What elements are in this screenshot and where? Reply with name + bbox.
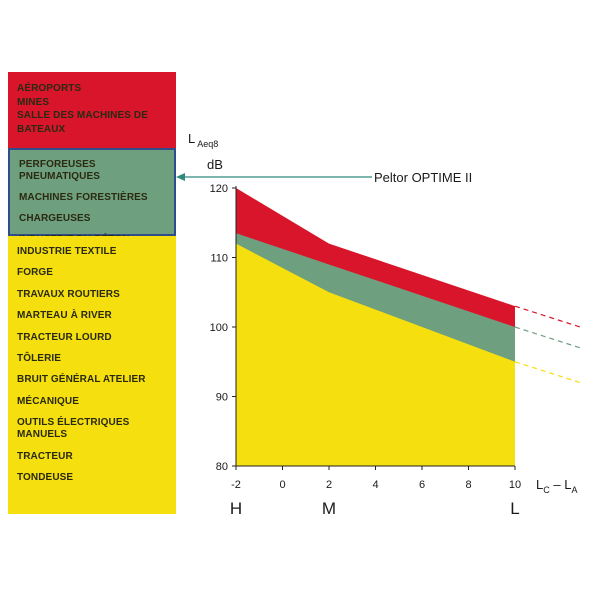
category-item: MARTEAU À RIVER <box>17 310 112 322</box>
callout-arrow-head <box>176 173 185 181</box>
category-item: SALLE DES MACHINES DE BATEAUX <box>17 110 149 135</box>
x-tick-label: 2 <box>326 479 332 491</box>
x-axis-label: LC – LA <box>536 477 577 495</box>
y-axis-unit: dB <box>207 157 223 172</box>
category-item: AÉROPORTS <box>17 83 82 94</box>
category-letter-label: H <box>230 499 242 518</box>
x-tick-label: -2 <box>231 479 241 491</box>
category-letter-label: M <box>322 499 336 518</box>
category-item: INDUSTRIE TEXTILE <box>17 246 117 257</box>
category-item: TRACTEUR LOURD <box>17 331 112 343</box>
category-item: TONDEUSE <box>17 471 74 483</box>
x-tick-label: 8 <box>465 479 471 491</box>
y-tick-label: 90 <box>216 392 228 404</box>
x-tick-label: 10 <box>509 479 521 491</box>
x-tick-label: 0 <box>279 479 285 491</box>
category-item: TRAVAUX ROUTIERS <box>17 288 120 300</box>
y-tick-label: 120 <box>210 183 228 195</box>
y-tick-label: 100 <box>210 322 228 334</box>
y-tick-label: 110 <box>210 253 228 265</box>
category-item: MÉCANIQUE <box>17 395 80 407</box>
category-item: TÔLERIE <box>17 352 62 364</box>
series-extension-line <box>514 305 581 328</box>
category-letter-label: L <box>510 499 519 518</box>
x-tick-label: 4 <box>372 479 378 491</box>
yellow-category-panel: INDUSTRIE TEXTILE FORGE TRAVAUX ROUTIERS MA… <box>8 236 176 514</box>
y-axis-label: L Aeq8 <box>188 131 218 149</box>
series-extension-line <box>514 361 581 384</box>
category-item: MACHINES FORESTIÈRES <box>19 192 148 203</box>
category-item: OUTILS ÉLECTRIQUES MANUELS <box>17 417 130 441</box>
series-extension-line <box>514 326 581 349</box>
category-item: BRUIT GÉNÉRAL ATELIER <box>17 374 146 386</box>
plot-layer: 80 90 100 110 120 -2 0 2 4 6 8 10 H M L <box>176 173 581 518</box>
x-tick-label: 6 <box>419 479 425 491</box>
callout-label: Peltor OPTIME II <box>374 170 472 185</box>
category-item: CHARGEUSES <box>19 213 91 224</box>
category-item: MINES <box>17 96 50 108</box>
category-item: TRACTEUR <box>17 450 73 462</box>
series-area <box>236 243 515 466</box>
red-category-panel: AÉROPORTS MINES SALLE DES MACHINES DE BATE… <box>8 72 176 148</box>
category-item: PERFOREUSES PNEUMATIQUES <box>19 159 101 182</box>
y-tick-label: 80 <box>216 461 228 473</box>
category-item: FORGE <box>17 267 54 279</box>
